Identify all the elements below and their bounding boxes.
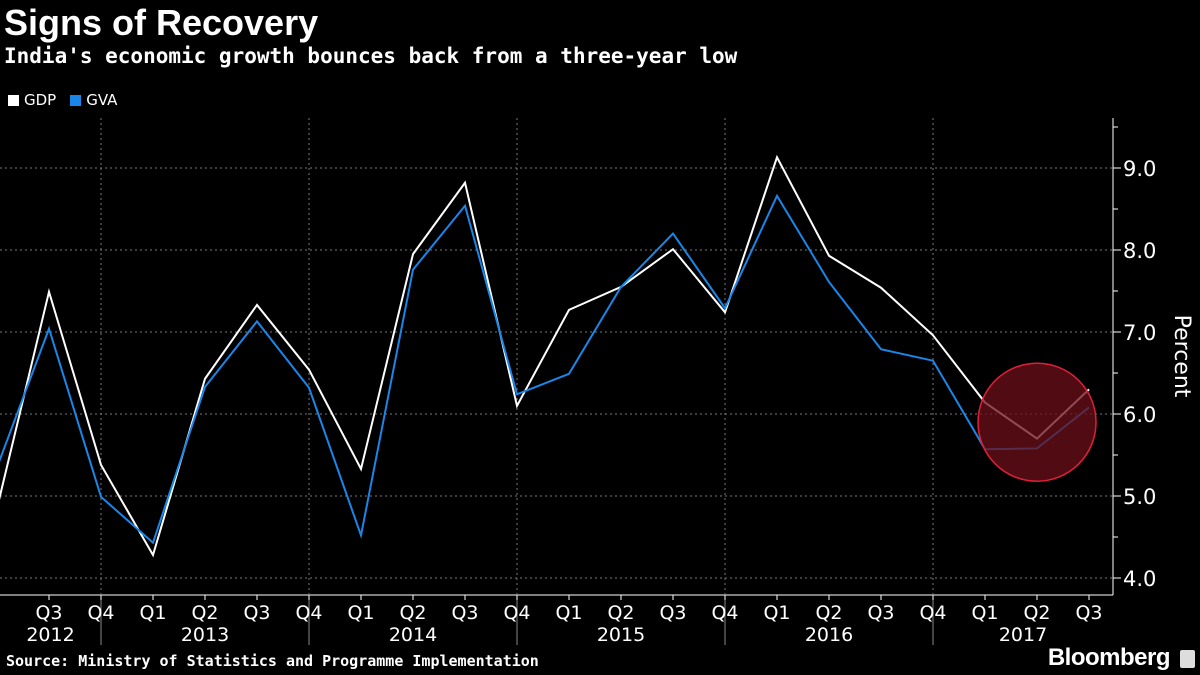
x-tick-label: Q1 [763, 602, 790, 624]
x-tick-label: Q2 [191, 602, 218, 624]
year-label: 2016 [805, 624, 853, 646]
bloomberg-logo: Bloomberg [1047, 644, 1171, 671]
x-tick-label: Q4 [919, 602, 946, 624]
chart-title: Signs of Recovery [4, 2, 319, 43]
x-tick-label: Q3 [867, 602, 894, 624]
y-tick-label: 6.0 [1123, 403, 1156, 427]
highlight-circle [977, 362, 1097, 482]
year-label: 2012 [26, 624, 74, 646]
year-label: 2014 [389, 624, 437, 646]
legend-label-gva: GVA [86, 91, 118, 109]
x-tick-label: Q3 [35, 602, 62, 624]
series-line-gdp [0, 154, 1090, 558]
x-tick-label: Q4 [87, 602, 114, 624]
legend-swatch-gdp [8, 95, 19, 106]
y-tick-label: 4.0 [1123, 567, 1156, 591]
x-tick-label: Q1 [139, 602, 166, 624]
x-tick-label: Q3 [243, 602, 270, 624]
year-label: 2017 [999, 624, 1047, 646]
x-tick-label: Q3 [659, 602, 686, 624]
x-tick-label: Q4 [711, 602, 738, 624]
x-tick-label: Q2 [399, 602, 426, 624]
x-tick-label: Q1 [971, 602, 998, 624]
x-tick-label: Q1 [555, 602, 582, 624]
y-tick-label: 8.0 [1123, 239, 1156, 263]
legend: GDP GVA [8, 91, 117, 109]
y-tick-label: 5.0 [1123, 485, 1156, 509]
x-tick-label: Q2 [1023, 602, 1050, 624]
x-tick-label: Q3 [1075, 602, 1102, 624]
series-line-gva [0, 193, 1090, 545]
y-tick-label: 9.0 [1123, 157, 1156, 181]
legend-label-gdp: GDP [24, 91, 57, 109]
source-note: Source: Ministry of Statistics and Progr… [6, 652, 539, 670]
y-tick-label: 7.0 [1123, 321, 1156, 345]
legend-item-gva: GVA [70, 91, 117, 109]
x-tick-label: Q2 [815, 602, 842, 624]
chart-subtitle: India's economic growth bounces back fro… [4, 44, 738, 68]
x-tick-label: Q4 [295, 602, 322, 624]
x-tick-label: Q4 [503, 602, 530, 624]
year-label: 2013 [181, 624, 229, 646]
legend-item-gdp: GDP [8, 91, 56, 109]
x-tick-label: Q2 [607, 602, 634, 624]
year-label: 2015 [597, 624, 645, 646]
y-axis-label: Percent [1169, 315, 1194, 398]
chart-badge-icon [1180, 650, 1195, 668]
x-tick-label: Q3 [451, 602, 478, 624]
x-tick-label: Q1 [347, 602, 374, 624]
legend-swatch-gva [70, 95, 82, 106]
